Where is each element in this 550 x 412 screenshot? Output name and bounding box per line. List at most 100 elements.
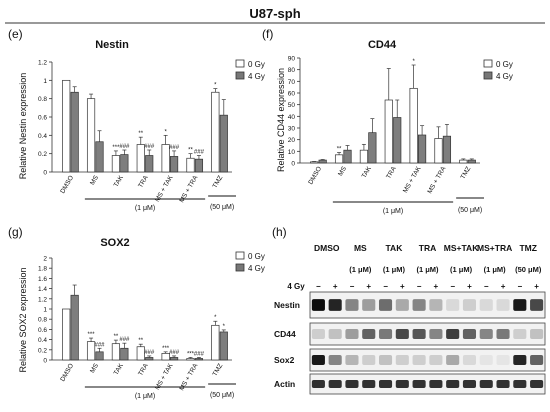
blot-band (345, 299, 359, 311)
panel-label-h: (h) (272, 225, 287, 239)
lane-sign: − (417, 282, 422, 291)
bar-4gy (318, 159, 327, 164)
bar-4gy (95, 141, 104, 173)
blot-band (345, 380, 359, 388)
bar-4gy (343, 149, 352, 164)
chart-nestin: 00.20.40.60.811.2*** ###**###*### ** ###*DM… (38, 60, 236, 212)
bar-0gy (62, 308, 71, 361)
blot-band (378, 299, 393, 311)
legend-label-4gy: 4 Gy (248, 72, 265, 81)
bar-4gy (393, 117, 402, 164)
bar-4gy (368, 132, 377, 164)
lane-sign: + (434, 282, 439, 291)
chart-title-sox2: SOX2 (100, 237, 129, 249)
bar-0gy (62, 79, 71, 173)
y-tick-label: 1.8 (38, 266, 47, 273)
blot-band (412, 329, 426, 339)
blot-concentration-label: (1 μM) (416, 265, 439, 274)
blot-band (328, 299, 342, 311)
blot-row-label: Actin (274, 379, 295, 389)
group-label: (1 μM) (135, 393, 155, 400)
blot-band (446, 355, 460, 365)
blot-band (496, 355, 510, 365)
blot-concentration-label: (1 μM) (383, 265, 406, 274)
bar-0gy (211, 324, 220, 361)
category-label: MS + TRA (178, 174, 199, 204)
category-label: TAK (113, 174, 125, 189)
bar-4gy (194, 158, 204, 173)
y-tick-label: 0.6 (38, 327, 47, 334)
western-blot: DMSO MS (1 μM) TAK (1 μM) TRA (1 μM) MS+TAK (1 μ… (274, 243, 546, 395)
significance-mark: ### (119, 144, 130, 150)
blot-band (446, 329, 460, 339)
group-label: (1 μM) (135, 205, 155, 212)
bar-4gy (120, 154, 129, 173)
blot-concentration-label: (1 μM) (484, 265, 507, 274)
bar-0gy (211, 91, 220, 173)
blot-band (395, 380, 409, 388)
blot-band (378, 355, 393, 365)
category-label: TAK (361, 165, 373, 180)
legend-label-0gy: 0 Gy (248, 60, 265, 69)
group-label: (50 μM) (458, 207, 482, 214)
blot-band (513, 355, 527, 365)
lane-sign: + (467, 282, 472, 291)
blot-group-label: TAK (386, 243, 404, 253)
blot-band (362, 299, 376, 311)
legend-sox2: 0 Gy 4 Gy (235, 251, 265, 273)
category-label: MS (337, 165, 348, 178)
legend-label-4gy: 4 Gy (248, 264, 265, 273)
y-tick-label: 0.4 (38, 133, 47, 140)
y-tick-label: 50 (288, 102, 296, 109)
y-tick-label: 0.6 (38, 115, 47, 122)
blot-band (429, 329, 443, 339)
y-tick-label: 1 (43, 307, 47, 314)
blot-strip (309, 373, 546, 395)
figure-title: U87-sph (249, 6, 300, 21)
category-label: TMZ (212, 174, 225, 189)
blot-band (395, 299, 409, 311)
category-label: MS + TRA (426, 165, 447, 195)
blot-band (496, 380, 510, 388)
significance-mark: ### (194, 150, 205, 156)
blot-band (328, 355, 342, 365)
bar-0gy (459, 159, 468, 164)
bar-0gy (334, 154, 344, 164)
blot-band (530, 380, 544, 388)
blot-band (479, 299, 493, 311)
blot-group-label: TRA (419, 243, 436, 253)
significance-mark: ### (95, 342, 106, 348)
bar-4gy (70, 294, 79, 361)
blot-band (412, 355, 426, 365)
panel-label-f: (f) (262, 27, 273, 41)
significance-mark: ### (194, 351, 205, 357)
y-tick-label: 40 (288, 114, 296, 121)
y-tick-label: 10 (288, 149, 296, 156)
blot-band (513, 380, 527, 388)
significance-mark: * (214, 83, 217, 89)
blot-concentration-label: (1 μM) (450, 265, 473, 274)
lane-sign: + (534, 282, 539, 291)
significance-mark: ** (114, 334, 119, 340)
y-tick-label: 0 (43, 170, 47, 177)
legend-swatch-4gy (235, 263, 245, 272)
blot-band (479, 355, 493, 365)
blot-band (412, 299, 426, 311)
blot-concentration-label: (1 μM) (349, 265, 372, 274)
y-tick-label: 0.8 (38, 317, 47, 324)
ylabel-cd44: Relative CD44 expression (276, 68, 286, 172)
category-label: DMSO (307, 166, 323, 186)
legend-swatch-4gy (483, 71, 493, 80)
bar-4gy (95, 351, 104, 361)
blot-band (479, 380, 493, 388)
blot-band (530, 329, 544, 339)
blot-band (446, 299, 460, 311)
category-label: TRA (385, 165, 398, 180)
blot-band (362, 380, 376, 388)
blot-band (311, 329, 325, 339)
blot-band (378, 329, 393, 339)
blot-band (395, 329, 409, 339)
blot-band (530, 299, 544, 311)
blot-concentration-label: (50 μM) (515, 265, 542, 274)
